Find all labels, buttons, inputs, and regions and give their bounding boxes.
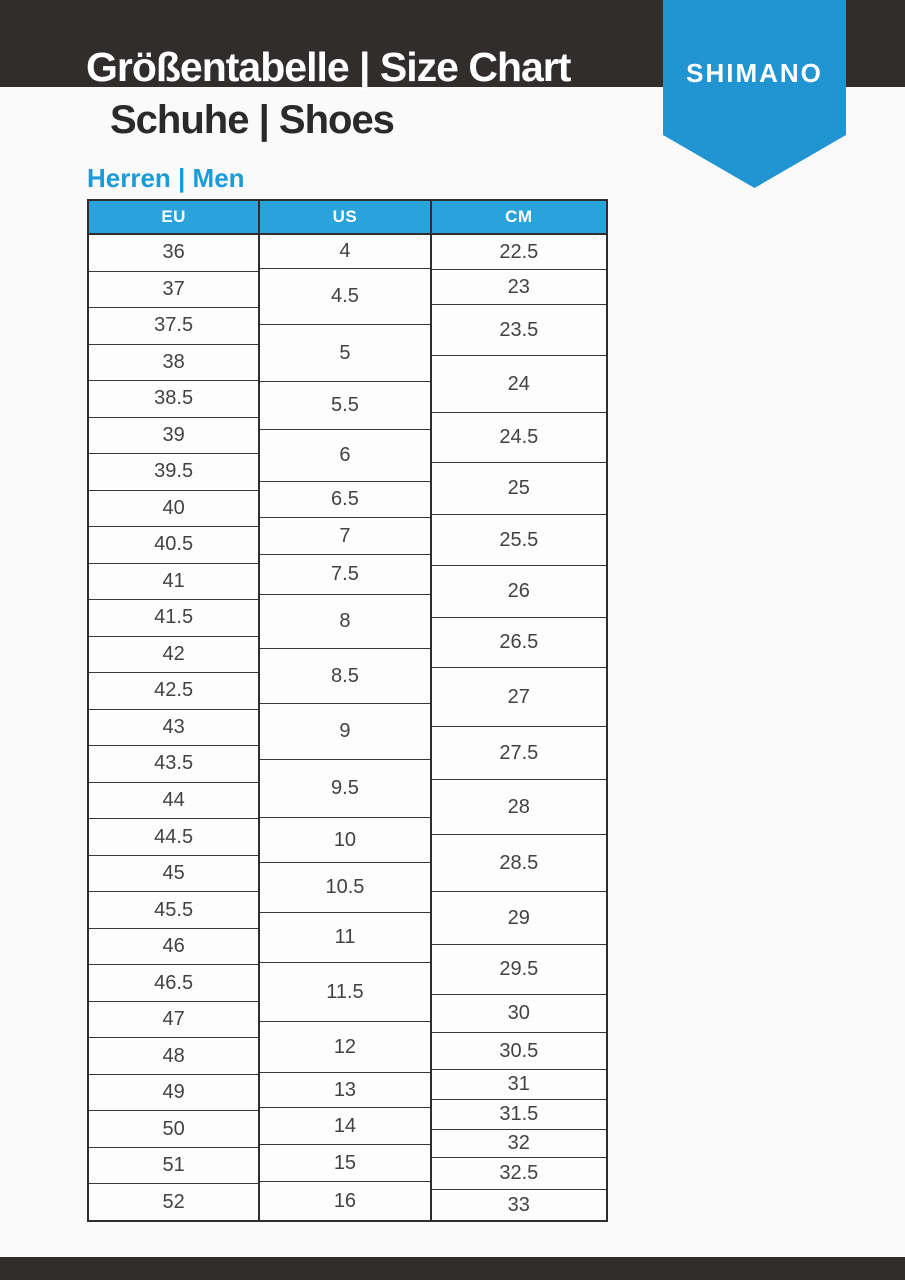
size-cell-us: 4 xyxy=(260,235,430,269)
size-cell-eu: 43.5 xyxy=(89,746,259,783)
size-cell-eu: 52 xyxy=(89,1184,259,1220)
size-cell-cm: 29.5 xyxy=(431,945,606,995)
size-cell-cm: 22.5 xyxy=(431,235,606,270)
column-header-cm: CM xyxy=(431,201,606,235)
size-chart-table: EU 36 37 37.5 38 38.5 39 39.5 40 40.5 41 41.5 42 42.… xyxy=(87,199,608,1222)
shimano-logo: SHIMANO xyxy=(686,58,823,88)
size-cell-cm: 25 xyxy=(431,463,606,515)
size-cell-us: 7 xyxy=(260,518,430,555)
size-cell-us: 12 xyxy=(260,1022,430,1073)
size-cell-cm: 24 xyxy=(431,356,606,413)
size-cell-cm: 30.5 xyxy=(431,1033,606,1070)
size-cell-cm: 31.5 xyxy=(431,1100,606,1130)
size-cell-cm: 25.5 xyxy=(431,515,606,566)
size-cell-eu: 37 xyxy=(89,271,259,309)
column-header-eu: EU xyxy=(89,201,259,235)
size-cell-cm: 30 xyxy=(431,995,606,1033)
table-column-us: US 4 4.5 5 5.5 6 6.5 7 7.5 8 8.5 9 9.5 10 10.5 11 11.5 1… xyxy=(260,201,432,1220)
size-cell-eu: 42.5 xyxy=(89,673,259,710)
size-cell-us: 6.5 xyxy=(260,482,430,518)
size-cell-eu: 38 xyxy=(89,344,259,382)
size-cell-eu: 46 xyxy=(89,928,259,966)
size-cell-eu: 51 xyxy=(89,1147,259,1185)
size-cell-eu: 40 xyxy=(89,490,259,528)
size-cell-us: 11.5 xyxy=(260,963,430,1022)
size-cell-eu: 45.5 xyxy=(89,892,259,929)
size-cell-eu: 37.5 xyxy=(89,308,259,345)
section-label-herren-men: Herren | Men xyxy=(87,163,245,193)
size-cell-us: 5 xyxy=(260,325,430,382)
size-cell-cm: 27 xyxy=(431,668,606,727)
size-cell-eu: 39 xyxy=(89,417,259,455)
size-cell-eu: 36 xyxy=(89,235,259,272)
size-cell-eu: 41 xyxy=(89,563,259,601)
size-cell-eu: 47 xyxy=(89,1001,259,1039)
size-cell-cm: 23.5 xyxy=(431,305,606,356)
size-cell-eu: 39.5 xyxy=(89,454,259,491)
page-title: Größentabelle | Size Chart xyxy=(86,44,571,90)
size-cell-cm: 32.5 xyxy=(431,1158,606,1190)
size-cell-us: 8 xyxy=(260,595,430,649)
size-cell-us: 7.5 xyxy=(260,555,430,595)
size-cell-eu: 49 xyxy=(89,1074,259,1112)
size-cell-us: 13 xyxy=(260,1073,430,1108)
size-cell-cm: 29 xyxy=(431,892,606,945)
size-cell-us: 11 xyxy=(260,913,430,963)
size-cell-eu: 44.5 xyxy=(89,819,259,856)
size-cell-cm: 33 xyxy=(431,1190,606,1220)
size-cell-cm: 27.5 xyxy=(431,727,606,780)
size-cell-eu: 46.5 xyxy=(89,965,259,1002)
bottom-footer-bar xyxy=(0,1257,905,1280)
size-cell-us: 16 xyxy=(260,1182,430,1220)
size-cell-eu: 42 xyxy=(89,636,259,674)
size-cell-eu: 38.5 xyxy=(89,381,259,418)
table-column-eu: EU 36 37 37.5 38 38.5 39 39.5 40 40.5 41 41.5 42 42.… xyxy=(89,201,261,1220)
size-cell-us: 5.5 xyxy=(260,382,430,430)
column-header-us: US xyxy=(260,201,430,235)
size-cell-eu: 45 xyxy=(89,855,259,893)
size-cell-us: 6 xyxy=(260,430,430,482)
size-cell-eu: 40.5 xyxy=(89,527,259,564)
size-cell-us: 9.5 xyxy=(260,760,430,818)
size-cell-us: 14 xyxy=(260,1108,430,1145)
column-body-eu: 36 37 37.5 38 38.5 39 39.5 40 40.5 41 41.5 42 42.5 43… xyxy=(89,235,259,1220)
size-cell-eu: 43 xyxy=(89,709,259,747)
size-cell-cm: 32 xyxy=(431,1130,606,1158)
size-cell-us: 10 xyxy=(260,818,430,863)
size-cell-eu: 48 xyxy=(89,1038,259,1075)
size-cell-cm: 28.5 xyxy=(431,835,606,892)
shimano-ribbon-banner: SHIMANO xyxy=(663,0,846,188)
size-cell-cm: 23 xyxy=(431,270,606,305)
size-cell-eu: 41.5 xyxy=(89,600,259,637)
size-cell-cm: 24.5 xyxy=(431,413,606,463)
size-cell-us: 8.5 xyxy=(260,649,430,704)
size-cell-us: 15 xyxy=(260,1145,430,1182)
size-cell-us: 10.5 xyxy=(260,863,430,913)
size-cell-eu: 44 xyxy=(89,782,259,820)
size-cell-us: 4.5 xyxy=(260,269,430,325)
size-cell-eu: 50 xyxy=(89,1111,259,1148)
size-cell-cm: 26 xyxy=(431,566,606,618)
column-body-cm: 22.5 23 23.5 24 24.5 25 25.5 26 26.5 27 27.5 28 28.5… xyxy=(431,235,606,1220)
column-body-us: 4 4.5 5 5.5 6 6.5 7 7.5 8 8.5 9 9.5 10 10.5 11 11.5 12 13… xyxy=(260,235,430,1220)
size-cell-cm: 28 xyxy=(431,780,606,835)
size-cell-cm: 31 xyxy=(431,1070,606,1100)
table-column-cm: CM 22.5 23 23.5 24 24.5 25 25.5 26 26.5 27 27.5 28 2… xyxy=(431,201,606,1220)
page-subtitle: Schuhe | Shoes xyxy=(110,98,395,142)
size-cell-us: 9 xyxy=(260,704,430,760)
size-cell-cm: 26.5 xyxy=(431,618,606,668)
